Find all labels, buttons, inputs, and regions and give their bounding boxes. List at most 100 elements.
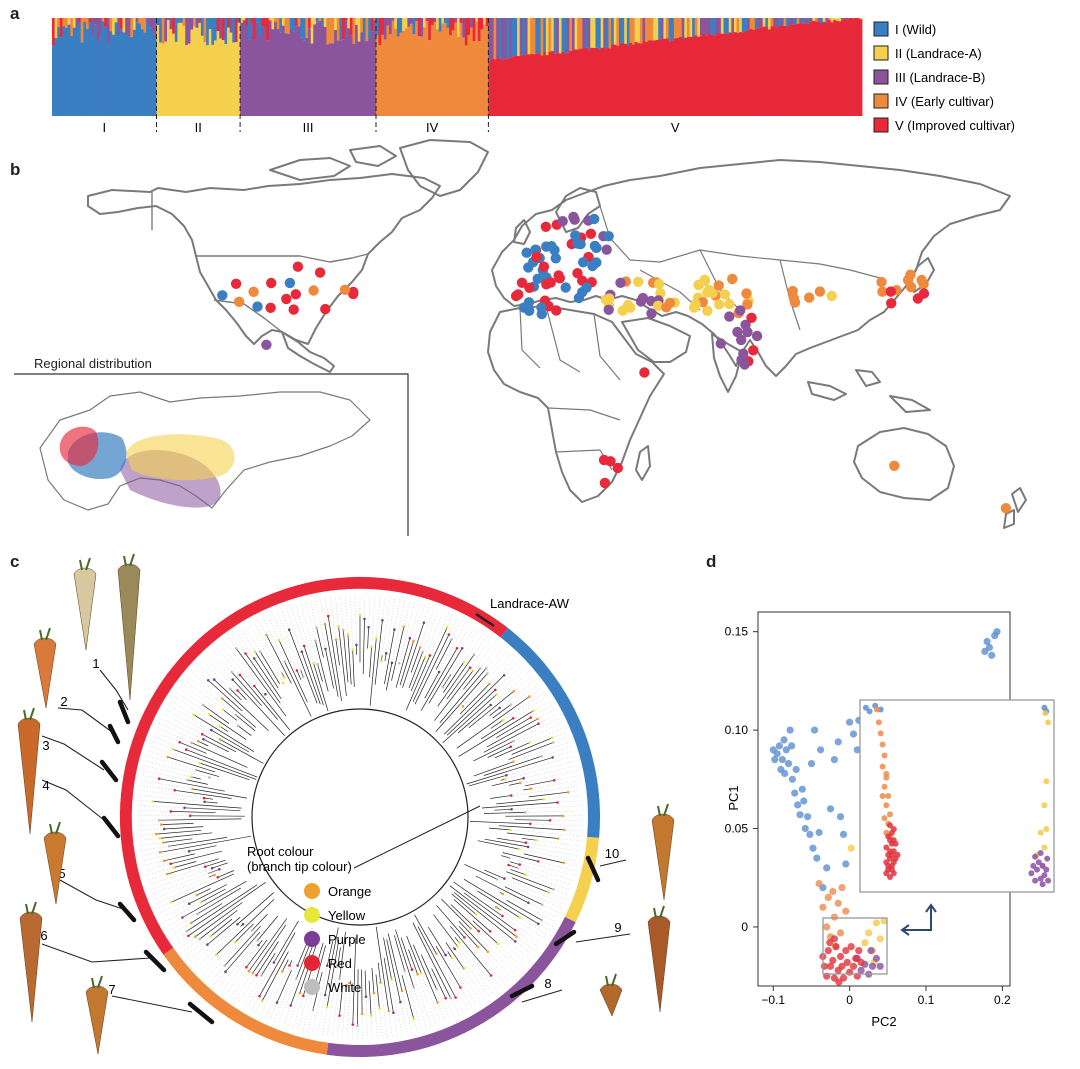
branch-tip [300,650,304,653]
sample-point [601,244,612,255]
branch-tip [188,814,192,818]
branch-tip [488,682,491,686]
tip-guide [140,845,170,851]
inset-point [1043,826,1050,833]
inset-point [866,708,873,715]
legend-swatch [873,21,889,37]
inset-point [1028,870,1035,877]
pca-point [849,730,858,738]
pca-point [836,952,845,961]
admix-bar [407,26,411,116]
sample-point [885,286,896,297]
tip-guide [538,713,557,724]
branch-tip [338,1014,341,1017]
panel-letter-d: d [706,552,717,571]
admix-bar-cap [227,18,231,28]
sample-point [699,274,710,285]
uk-outline [513,219,531,245]
admix-bar [396,36,400,116]
tip-guide [251,995,260,1011]
tree-branch [463,668,481,690]
admix-bar [159,42,163,116]
admix-bar [221,40,225,117]
tree-branch [189,884,228,905]
tree-branch [266,634,292,684]
branch-tip [314,639,317,642]
branch-tip [454,996,457,999]
admix-bar [164,41,168,116]
branch-tip [210,866,214,870]
admix-bar [817,21,821,116]
sample-point [261,339,272,350]
admix-bar-cap [276,18,280,29]
admix-bar [117,36,121,116]
admix-bar-cap [389,18,393,35]
branch-tip [183,806,186,810]
branch-tip [486,672,489,675]
branch-tip [201,703,205,707]
admix-bar-cap [582,18,586,49]
branch-tip [435,987,438,991]
branch-tip [244,652,247,655]
admix-bar-cap [208,18,212,30]
branch-tip [416,973,419,976]
admix-bar-cap [242,18,246,21]
callout-number: 1 [92,656,99,671]
root-branch [353,805,481,869]
tip-guide [541,919,554,927]
tip-guide [553,736,568,743]
admix-bar-cap [624,18,628,44]
tip-guide [138,810,171,812]
tip-guide [525,842,580,852]
inset-point [1044,855,1051,862]
tree-branch [205,859,226,868]
pca-point [813,854,821,862]
admix-bar-cap [245,18,249,26]
admix-bar-cap [232,18,236,43]
sample-point [290,289,301,300]
admix-bar [762,26,766,116]
branch-tip [165,872,169,876]
pca-point [867,947,875,955]
tip-guide [480,644,500,669]
tree-branch [457,704,491,734]
branch-tip [187,902,191,905]
branch-tip [302,994,305,998]
admix-bar-cap [300,18,304,38]
tip-guide [139,838,160,841]
admix-bar [464,45,468,116]
tree-branch [164,826,204,830]
carrot-leaf [39,627,51,641]
admix-bar-cap [331,18,335,44]
admix-bar-cap [501,18,505,61]
tip-guide [157,902,172,909]
admix-bar-cap [347,18,351,29]
tree-branch [202,733,237,753]
branch-tip [196,739,200,743]
admix-bar [859,19,863,116]
tip-guide [543,795,582,800]
admix-bar [203,42,207,116]
tip-guide [473,635,488,655]
admix-bar-cap [172,18,176,34]
x-tick-label: −0.1 [761,993,785,1007]
pca-point [781,769,789,778]
admix-bar [436,29,440,116]
branch-tip [563,828,566,832]
admix-bar [511,56,515,116]
pca-point [849,962,858,970]
inset-point [883,859,890,866]
branch-tip [455,647,459,650]
branch-tip [472,653,476,656]
admix-bar [530,53,534,116]
tip-guide [138,800,153,802]
admixture-panel: I II III IV V I (Wild)II (Landrace-A)III (La… [52,18,1015,135]
admix-bar [558,53,562,116]
sample-point [292,261,304,272]
tip-guide [454,948,490,998]
admix-bar-cap [54,18,58,39]
branch-tip [444,953,447,957]
tree-branch [222,709,238,721]
admix-bar-cap [752,18,756,30]
admix-bar [841,19,845,117]
